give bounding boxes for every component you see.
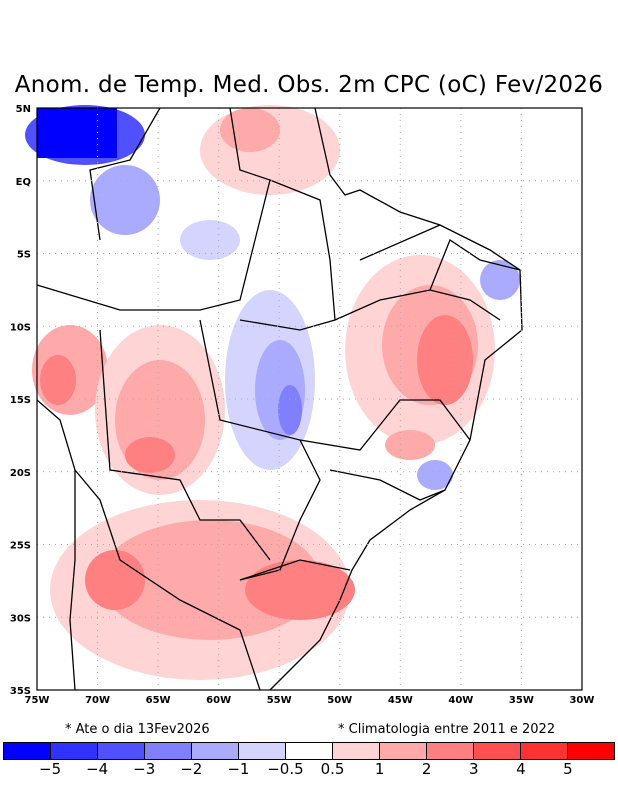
lon-label: 40W: [448, 695, 473, 706]
date-note: * Ate o dia 13Fev2026: [65, 722, 210, 737]
lat-label: EQ: [16, 177, 31, 188]
grid-lines: [37, 108, 582, 690]
longitude-labels: 75W 70W 65W 60W 55W 50W 45W 40W 35W 30W: [25, 695, 595, 706]
map-title: Anom. de Temp. Med. Obs. 2m CPC (oC) Fev…: [14, 72, 604, 98]
colorbar-swatch: [192, 743, 239, 759]
colorbar-label: −1: [227, 760, 250, 778]
colorbar-swatch: [51, 743, 98, 759]
lat-label: 35S: [10, 686, 31, 697]
colorbar-swatch: [239, 743, 286, 759]
anomaly-fields: [25, 105, 520, 680]
colorbar-swatch: [427, 743, 474, 759]
colorbar-swatch: [145, 743, 192, 759]
lon-label: 55W: [267, 695, 292, 706]
colorbar-swatch: [474, 743, 521, 759]
coastlines-and-borders: [36, 107, 523, 691]
colorbar-label: −3: [133, 760, 156, 778]
colorbar-label: −4: [86, 760, 109, 778]
colorbar-label: 0.5: [320, 760, 345, 778]
lon-label: 30W: [569, 695, 594, 706]
colorbar-swatch: [380, 743, 427, 759]
lat-label: 15S: [10, 395, 31, 406]
colorbar-label: 4: [516, 760, 526, 778]
colorbar-label: 5: [563, 760, 573, 778]
colorbar-label: 3: [468, 760, 479, 778]
colorbar-label: 1: [374, 760, 385, 778]
lat-label: 20S: [10, 468, 31, 479]
climatology-note: * Climatologia entre 2011 e 2022: [338, 722, 556, 737]
lat-label: 30S: [10, 613, 31, 624]
lat-label: 5N: [16, 104, 31, 115]
lat-label: 5S: [17, 250, 31, 261]
colorbar-swatch: [98, 743, 145, 759]
colorbar-label: −2: [180, 760, 203, 778]
colorbar-label: −5: [39, 760, 62, 778]
lon-label: 70W: [85, 695, 110, 706]
lat-label: 10S: [10, 322, 31, 333]
lat-label: 25S: [10, 541, 31, 552]
latitude-labels: 5N EQ 5S 10S 15S 20S 25S 30S 35S: [10, 104, 31, 697]
colorbar-swatch: [4, 743, 51, 759]
lon-label: 75W: [25, 695, 50, 706]
lon-label: 45W: [388, 695, 413, 706]
colorbar-swatch: [333, 743, 380, 759]
lon-label: 50W: [327, 695, 352, 706]
lon-label: 60W: [206, 695, 231, 706]
colorbar-swatch: [568, 743, 614, 759]
map-frame: [36, 107, 583, 691]
lon-label: 35W: [509, 695, 534, 706]
colorbar-swatch: [521, 743, 568, 759]
colorbar-swatch: [286, 743, 333, 759]
lon-label: 65W: [146, 695, 171, 706]
colorbar-label: −0.5: [267, 760, 304, 778]
colorbar-label: 2: [421, 760, 432, 778]
colorbar: [3, 742, 615, 760]
